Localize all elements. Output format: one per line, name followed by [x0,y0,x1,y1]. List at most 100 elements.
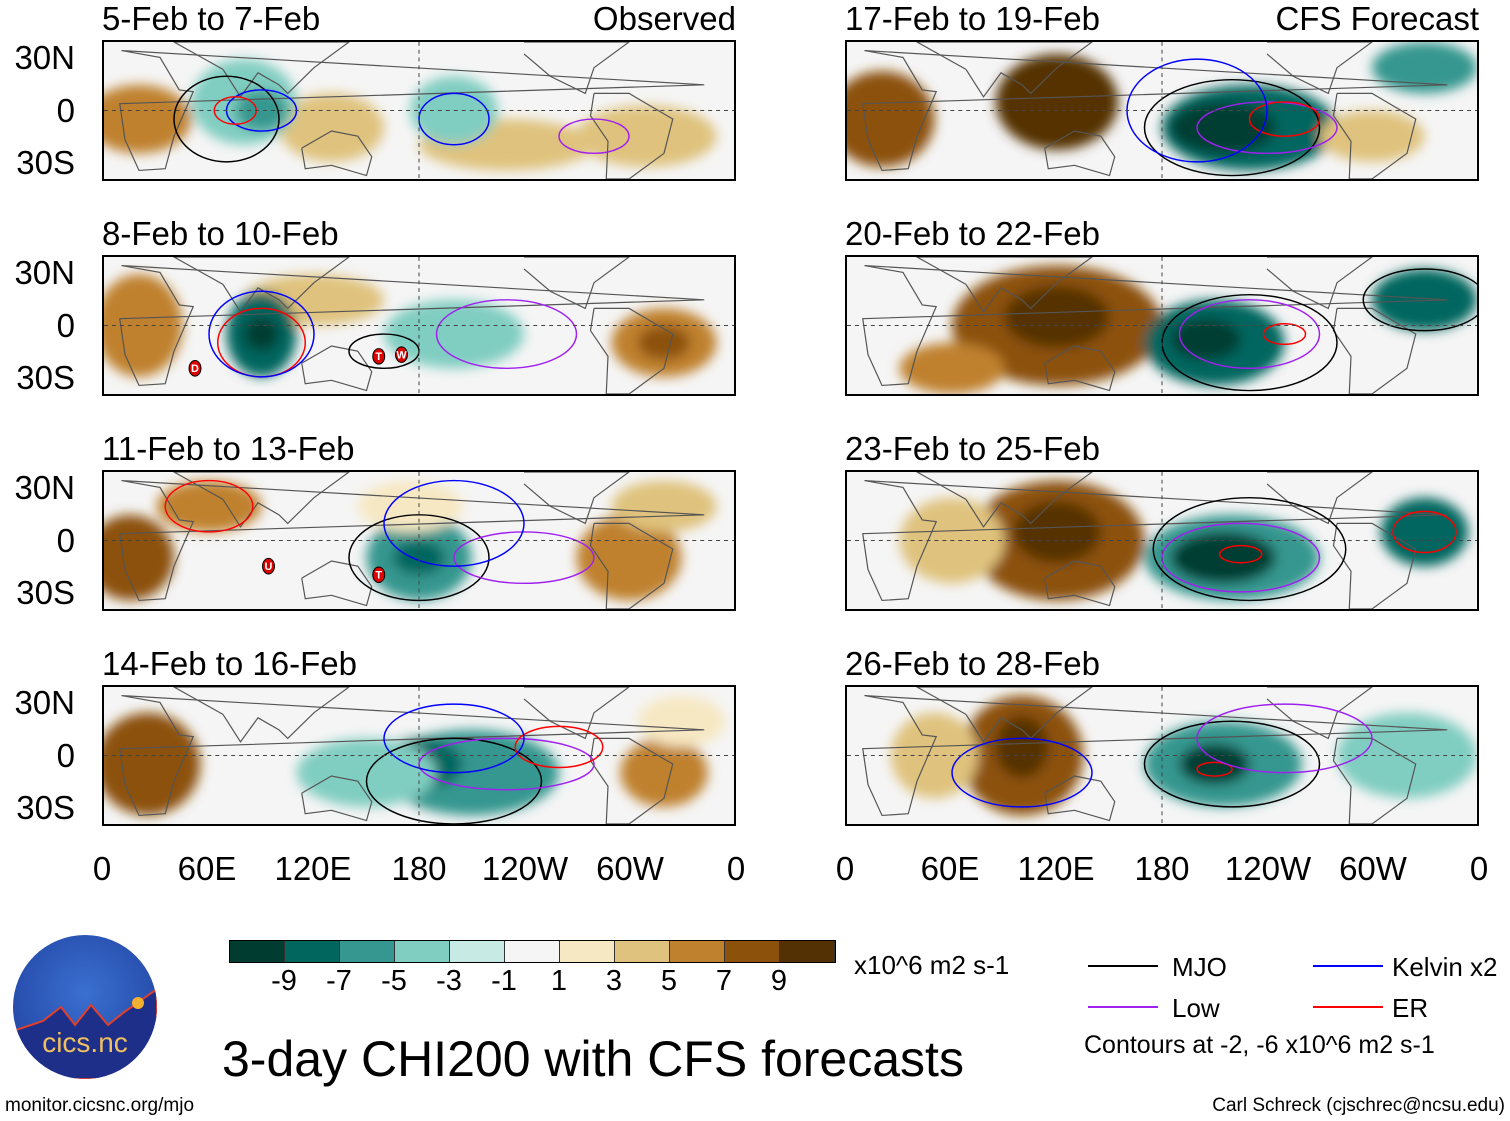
colorbar-swatch [395,941,450,962]
contour-line [1362,268,1477,332]
lon-label: 120W [481,850,569,887]
colorbar-swatch [670,941,725,962]
panel-title: 11-Feb to 13-Feb [102,430,355,467]
colorbar-label: -9 [271,965,297,997]
coastline [862,49,1448,172]
coastline [119,479,705,602]
coastline [589,307,674,394]
coastline [1044,775,1116,822]
lat-label: 30S [16,144,75,181]
panel-title: 5-Feb to 7-Feb [102,0,321,37]
cics-logo: cics.nc [13,935,157,1079]
coastline [523,42,630,95]
contour-line [1262,323,1307,346]
anomaly-region [995,716,1049,778]
contour-line [1196,761,1233,777]
contour-line [348,514,490,602]
lon-label: 60W [1339,850,1407,887]
anomaly-region [104,84,192,154]
coastline [523,257,630,310]
panel-title: 20-Feb to 22-Feb [845,215,1100,252]
contour-note: Contours at -2, -6 x10^6 m2 s-1 [1084,1031,1435,1059]
lat-label: 30N [14,684,75,721]
contour-line [1196,703,1373,774]
contour-line [164,479,254,533]
lon-label: 60E [177,850,237,887]
anomaly-region [244,316,279,352]
colorbar-swatch [340,941,395,962]
map-panel [845,255,1479,396]
forecast-label: CFS Forecast [1275,0,1479,37]
colorbar-swatch [780,941,835,962]
anomaly-region [995,53,1119,150]
contour-line [1196,101,1338,155]
colorbar [229,940,836,963]
lat-label: 30N [14,469,75,506]
coastline [862,479,1448,602]
lon-label: 120E [274,850,352,887]
coastline [1332,737,1417,824]
coastline [301,130,373,177]
coastline [523,687,630,740]
contour-line [1219,544,1263,564]
observed-label: Observed [592,0,736,37]
contour-line [435,299,578,370]
coastline [1266,257,1373,310]
coastline [301,345,373,392]
map-panel: D T W [102,255,736,396]
coastline [1332,92,1417,179]
coastline [862,694,1448,817]
anomaly-region [899,342,1005,394]
coastline [1266,687,1373,740]
anomaly-region [1013,501,1101,563]
lat-label: 30S [16,789,75,826]
coastline [1266,42,1373,95]
contour-line [173,75,280,163]
legend-kelvin: Kelvin x2 [1392,952,1498,982]
contour-line [1152,496,1347,602]
colorbar-swatch [230,941,285,962]
map-panel [845,470,1479,611]
contour-line [514,725,604,769]
anomaly-region [1319,110,1425,162]
coastline [1332,307,1417,394]
colorbar-swatch [285,941,340,962]
coastline [172,687,350,743]
colorbar-swatch [560,941,615,962]
colorbar-units: x10^6 m2 s-1 [854,950,1010,980]
lat-label: 0 [56,522,75,559]
anomaly-region [1372,268,1477,331]
lon-label: 180 [391,850,447,887]
url-text[interactable]: monitor.cicsnc.org/mjo [5,1095,195,1116]
lon-label: 0 [835,850,855,887]
map-panel [845,685,1479,826]
coastline [1266,472,1373,525]
colorbar-label: 1 [550,965,568,997]
lat-label: 30S [16,359,75,396]
storm-marker: D [188,360,202,377]
contour-line [453,531,595,585]
map-panel [102,40,736,181]
coastline [1044,560,1116,607]
coastline [523,472,630,525]
anomaly-region [1179,743,1250,785]
contour-line [418,92,490,146]
anomaly-region [1170,318,1241,360]
lon-label: 60E [920,850,980,887]
lat-label: 0 [56,92,75,129]
anomaly-region [1004,286,1110,348]
storm-marker: T [372,566,386,584]
svg-text:W: W [396,350,407,362]
contour-line [1143,720,1321,808]
anomaly-region [637,695,726,747]
contour-line [1178,299,1321,370]
coastline [1044,345,1116,392]
svg-text:U: U [265,561,273,573]
lon-label: 120E [1017,850,1095,887]
coastline [119,694,705,817]
coastline [862,264,1448,387]
lat-label: 0 [56,737,75,774]
anomaly-region [1170,531,1276,584]
